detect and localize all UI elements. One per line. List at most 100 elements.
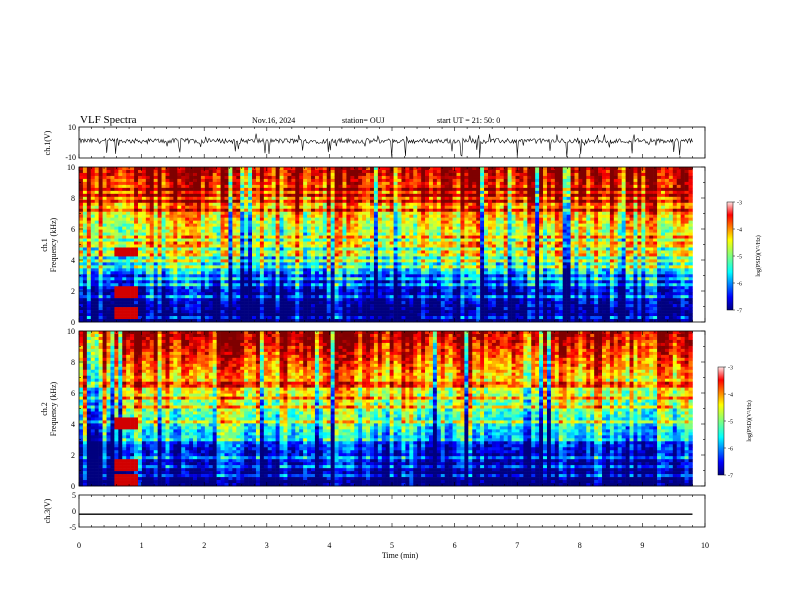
spectrogram-cell xyxy=(295,313,300,317)
spectrogram-cell xyxy=(436,253,442,257)
spectrogram-cell xyxy=(303,262,308,266)
spectrogram-cell xyxy=(126,190,131,195)
spectrogram-cell xyxy=(86,265,92,269)
spectrogram-cell xyxy=(444,223,449,227)
spectrogram-cell xyxy=(370,241,375,245)
spectrogram-cell xyxy=(275,181,280,186)
spectrogram-cell xyxy=(307,241,312,245)
spectrogram-cell xyxy=(389,247,394,251)
spectrogram-cell xyxy=(153,199,158,204)
spectrogram-cell xyxy=(86,238,92,242)
spectrogram-cell xyxy=(413,310,418,314)
spectrogram-cell xyxy=(429,259,434,263)
spectrogram-cell xyxy=(444,178,449,183)
spectrogram-cell xyxy=(397,256,402,260)
spectrogram-cell xyxy=(90,241,96,245)
spectrogram-cell xyxy=(232,289,237,293)
spectrogram-cell xyxy=(318,310,324,314)
spectrogram-cell xyxy=(417,196,422,201)
spectrogram-cell xyxy=(248,220,253,224)
spectrogram-cell xyxy=(240,217,245,221)
spectrogram-cell xyxy=(275,208,280,213)
spectrogram-cell xyxy=(366,169,371,174)
spectrogram-cell xyxy=(200,271,206,275)
spectrogram-cell xyxy=(299,256,304,260)
spectrogram-cell xyxy=(342,172,347,177)
spectrogram-cell xyxy=(224,277,229,281)
spectrogram-cell xyxy=(145,223,151,227)
spectrogram-cell xyxy=(212,190,217,195)
spectrogram-cell xyxy=(444,256,449,260)
spectrogram-cell xyxy=(330,313,335,317)
spectrogram-cell xyxy=(381,250,387,254)
spectrogram-cell xyxy=(370,208,375,213)
spectrogram-cell xyxy=(409,184,414,189)
spectrogram-cell xyxy=(240,271,245,275)
spectrogram-cell xyxy=(318,211,324,215)
spectrogram-cell xyxy=(311,169,316,174)
spectrogram-cell xyxy=(141,283,147,287)
spectrogram-cell xyxy=(141,208,147,213)
spectrogram-cell xyxy=(397,295,402,299)
spectrogram-cell xyxy=(299,265,304,269)
spectrogram-cell xyxy=(134,304,139,308)
spectrogram-cell xyxy=(299,298,304,302)
spectrogram-cell xyxy=(307,268,312,272)
spectrogram-cell xyxy=(385,292,390,296)
spectrogram-cell xyxy=(283,301,288,305)
spectrogram-cell xyxy=(161,187,166,192)
spectrogram-cell xyxy=(421,238,426,242)
spectrogram-cell xyxy=(295,244,300,248)
spectrogram-cell xyxy=(181,271,186,275)
spectrogram-cell xyxy=(283,202,288,207)
spectrogram-cell xyxy=(232,187,237,192)
spectrogram-cell xyxy=(173,307,178,311)
spectrogram-cell xyxy=(385,301,390,305)
spectrogram-cell xyxy=(220,316,225,320)
spectrogram-cell xyxy=(126,304,131,308)
spectrogram-cell xyxy=(118,235,123,239)
spectrogram-cell xyxy=(381,244,387,248)
spectrogram-cell xyxy=(204,289,210,293)
spectrogram-cell xyxy=(149,313,155,317)
spectrogram-cell xyxy=(362,196,367,201)
spectrogram-cell xyxy=(122,277,127,281)
spectrogram-cell xyxy=(393,274,398,278)
spectrogram-cell xyxy=(346,304,351,308)
spectrogram-cell xyxy=(149,208,155,213)
spectrogram-cell xyxy=(373,280,379,284)
spectrogram-cell xyxy=(189,238,194,242)
spectrogram-cell xyxy=(208,193,213,198)
spectrogram-cell xyxy=(440,235,446,239)
spectrogram-cell xyxy=(94,196,99,201)
spectrogram-cell xyxy=(271,301,276,305)
spectrogram-cell xyxy=(259,196,265,201)
spectrogram-cell xyxy=(401,175,406,180)
spectrogram-cell xyxy=(102,307,107,311)
spectrogram-cell xyxy=(236,283,241,287)
spectrogram-cell xyxy=(279,286,284,290)
spectrogram-cell xyxy=(177,256,182,260)
spectrogram-cell xyxy=(185,175,190,180)
spectrogram-cell xyxy=(322,196,328,201)
spectrogram-cell xyxy=(165,167,170,171)
spectrogram-cell xyxy=(106,229,111,233)
spectrogram-cell xyxy=(169,310,174,314)
spectrogram-cell xyxy=(126,181,131,186)
spectrogram-cell xyxy=(173,301,178,305)
spectrogram-cell xyxy=(228,220,233,224)
spectrogram-cell xyxy=(165,175,170,180)
spectrogram-cell xyxy=(307,187,312,192)
spectrogram-cell xyxy=(252,202,257,207)
spectrogram-cell xyxy=(385,310,390,314)
spectrogram-cell xyxy=(126,232,131,236)
spectrogram-cell xyxy=(295,280,300,284)
spectrogram-cell xyxy=(118,301,123,305)
spectrogram-cell xyxy=(216,286,221,290)
spectrogram-cell xyxy=(118,229,123,233)
spectrogram-cell xyxy=(421,199,426,204)
spectrogram-cell xyxy=(196,169,202,174)
spectrogram-cell xyxy=(141,238,147,242)
spectrogram-cell xyxy=(122,247,127,251)
spectrogram-cell xyxy=(279,301,284,305)
